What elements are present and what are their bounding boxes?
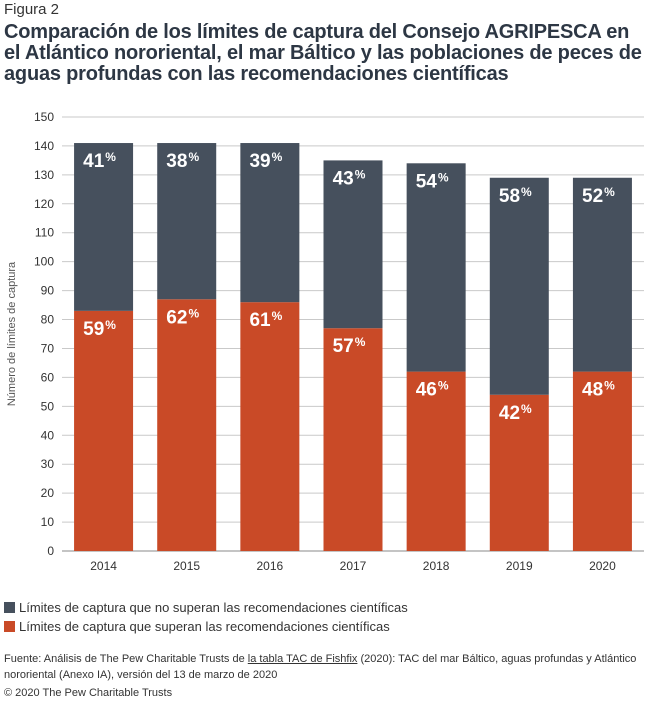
y-tick-label: 40 — [41, 428, 55, 442]
y-tick-label: 60 — [41, 370, 55, 384]
y-tick-label: 120 — [34, 197, 54, 211]
bar-not-exceeding — [323, 160, 383, 329]
legend-swatch-dark — [4, 602, 15, 613]
x-tick-label: 2017 — [340, 559, 367, 573]
bar-exceeding — [157, 299, 217, 551]
y-tick-label: 10 — [41, 515, 55, 529]
source-note: Fuente: Análisis de The Pew Charitable T… — [4, 651, 644, 683]
bar-not-exceeding — [157, 143, 217, 300]
bar-exceeding — [406, 371, 466, 551]
figure-label: Figura 2 — [4, 1, 60, 18]
bar-not-exceeding — [406, 163, 466, 372]
legend-label-exceeding: Límites de captura que superan las recom… — [19, 619, 390, 634]
y-tick-label: 130 — [34, 168, 54, 182]
x-tick-label: 2015 — [173, 559, 200, 573]
y-axis-label: Número de límites de captura — [6, 261, 18, 406]
x-tick-label: 2019 — [506, 559, 533, 573]
bar-exceeding — [323, 328, 383, 551]
y-tick-label: 0 — [47, 544, 54, 558]
y-tick-label: 20 — [41, 486, 55, 500]
x-tick-label: 2020 — [589, 559, 616, 573]
source-prefix: Fuente: Análisis de The Pew Charitable T… — [4, 653, 248, 665]
y-tick-label: 100 — [34, 255, 54, 269]
bar-not-exceeding — [240, 143, 300, 303]
y-tick-label: 110 — [35, 226, 54, 240]
stacked-bar-chart: 0 10 20 30 40 50 60 70 80 90 100 110 120 130 140 150 Núm… — [6, 110, 644, 573]
x-tick-label: 2016 — [257, 559, 284, 573]
bar-exceeding — [240, 302, 300, 551]
y-tick-label: 80 — [41, 313, 55, 327]
legend-item-not-exceeding: Límites de captura que no superan las re… — [4, 598, 408, 617]
bar-exceeding — [572, 371, 632, 551]
copyright: © 2020 The Pew Charitable Trusts — [4, 687, 173, 699]
source-link[interactable]: la tabla TAC de Fishfix — [247, 653, 358, 665]
bar-not-exceeding — [74, 143, 134, 311]
legend-swatch-orange — [4, 621, 15, 632]
x-tick-label: 2014 — [90, 559, 117, 573]
bar-exceeding — [489, 394, 549, 551]
y-tick-label: 150 — [34, 110, 54, 124]
y-tick-label: 70 — [41, 341, 55, 355]
y-tick-label: 50 — [41, 399, 55, 413]
y-tick-label: 30 — [41, 457, 55, 471]
legend: Límites de captura que no superan las re… — [4, 598, 408, 636]
bar-exceeding — [74, 310, 134, 551]
y-tick-label: 90 — [41, 284, 55, 298]
chart-title: Comparación de los límites de captura de… — [4, 21, 642, 85]
legend-item-exceeding: Límites de captura que superan las recom… — [4, 617, 408, 636]
legend-label-not-exceeding: Límites de captura que no superan las re… — [19, 600, 408, 615]
source-suffix: (2020): TAC del mar Báltico, aguas profu… — [4, 653, 637, 681]
x-tick-label: 2018 — [423, 559, 450, 573]
bar-not-exceeding — [489, 177, 549, 395]
bar-not-exceeding — [572, 177, 632, 372]
y-tick-label: 140 — [34, 139, 54, 153]
